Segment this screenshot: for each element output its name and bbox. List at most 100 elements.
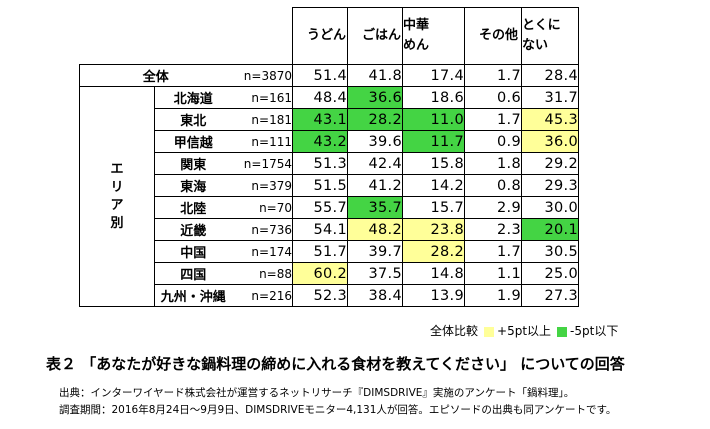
cell-nothing: 30.0 xyxy=(521,196,579,219)
cell-udon: 51.5 xyxy=(292,174,348,197)
cell-other: 2.3 xyxy=(464,218,522,241)
legend-high-label: +5pt以上 xyxy=(497,324,552,338)
cell-nothing: 29.3 xyxy=(521,174,579,197)
cell-udon: 60.2 xyxy=(292,262,348,285)
legend-high-item: +5pt以上 xyxy=(484,322,551,339)
region-rows: エリア別北海道 n=161 48.4 36.6 18.6 0.6 31.7 東北 n=181 43… xyxy=(79,86,579,307)
cell-nothing: 36.0 xyxy=(521,130,579,153)
cell-other: 1.7 xyxy=(464,108,522,131)
cell-chuka-men: 18.6 xyxy=(402,86,465,109)
total-row: 全体 n=3870 51.4 41.8 17.4 1.7 28.4 xyxy=(79,64,579,87)
cell-gohan: 28.2 xyxy=(347,108,403,131)
cell-udon: 48.4 xyxy=(292,86,348,109)
row-sample-size: n=161 xyxy=(231,86,293,109)
legend: 全体比較 +5pt以上 -5pt以下 xyxy=(430,322,618,339)
table-row: 九州・沖縄 n=216 52.3 38.4 13.9 1.9 27.3 xyxy=(80,284,579,307)
cell-udon: 43.1 xyxy=(292,108,348,131)
cell-nothing: 27.3 xyxy=(521,284,579,307)
cell-nothing: 20.1 xyxy=(521,218,579,241)
row-region-name: 四国 xyxy=(154,262,232,285)
survey-period-note: 調査期間：2016年8月24日～9月9日、DIMSDRIVEモニター4,131人… xyxy=(59,404,617,416)
total-value-gohan: 41.8 xyxy=(347,64,403,87)
column-header-chuka-men-line1: 中華 xyxy=(403,18,430,33)
table-row: 近畿 n=736 54.1 48.2 23.8 2.3 20.1 xyxy=(80,218,579,241)
column-header-gohan: ごはん xyxy=(347,7,403,65)
cell-other: 0.6 xyxy=(464,86,522,109)
cell-other: 1.7 xyxy=(464,240,522,263)
cell-udon: 52.3 xyxy=(292,284,348,307)
row-sample-size: n=1754 xyxy=(231,152,293,175)
cell-chuka-men: 28.2 xyxy=(402,240,465,263)
table-row: 東海 n=379 51.5 41.2 14.2 0.8 29.3 xyxy=(80,174,579,197)
row-sample-size: n=181 xyxy=(231,108,293,131)
total-value-nothing: 28.4 xyxy=(521,64,579,87)
header-row: うどん ごはん 中華 めん その他 とくに ない xyxy=(80,7,579,65)
row-sample-size: n=111 xyxy=(231,130,293,153)
cell-gohan: 39.7 xyxy=(347,240,403,263)
row-region-name: 北陸 xyxy=(154,196,232,219)
row-sample-size: n=174 xyxy=(231,240,293,263)
row-region-name: 東海 xyxy=(154,174,232,197)
source-note: 出典：インターワイヤード株式会社が運営するネットリサーチ『DIMSDRIVE』実… xyxy=(59,387,575,399)
cell-nothing: 25.0 xyxy=(521,262,579,285)
cell-chuka-men: 11.7 xyxy=(402,130,465,153)
row-region-name: 中国 xyxy=(154,240,232,263)
region-group-char: エ xyxy=(110,161,124,177)
table-row: 甲信越 n=111 43.2 39.6 11.7 0.9 36.0 xyxy=(80,130,579,153)
cell-chuka-men: 14.8 xyxy=(402,262,465,285)
cell-nothing: 30.5 xyxy=(521,240,579,263)
column-header-udon: うどん xyxy=(292,7,348,65)
cell-gohan: 37.5 xyxy=(347,262,403,285)
cell-chuka-men: 11.0 xyxy=(402,108,465,131)
cell-chuka-men: 23.8 xyxy=(402,218,465,241)
total-value-chuka-men: 17.4 xyxy=(402,64,465,87)
table-caption: 表２ 「あなたが好きな鍋料理の締めに入れる食材を教えてください」 についての回答 xyxy=(46,355,625,373)
legend-low-label: -5pt以下 xyxy=(570,324,619,338)
row-region-name: 関東 xyxy=(154,152,232,175)
table-row: エリア別北海道 n=161 48.4 36.6 18.6 0.6 31.7 xyxy=(79,86,579,307)
cell-nothing: 31.7 xyxy=(521,86,579,109)
row-region-name: 北海道 xyxy=(154,86,232,109)
cell-chuka-men: 13.9 xyxy=(402,284,465,307)
table-row: 東北 n=181 43.1 28.2 11.0 1.7 45.3 xyxy=(80,108,579,131)
column-header-chuka-men: 中華 めん xyxy=(402,7,465,65)
cell-udon: 51.7 xyxy=(292,240,348,263)
row-region-name: 九州・沖縄 xyxy=(154,284,232,307)
legend-low-item: -5pt以下 xyxy=(557,322,618,339)
cell-other: 1.1 xyxy=(464,262,522,285)
cell-udon: 54.1 xyxy=(292,218,348,241)
legend-base-label: 全体比較 xyxy=(430,324,479,338)
total-value-other: 1.7 xyxy=(464,64,522,87)
region-group-char: 別 xyxy=(110,215,124,231)
table-row: 中国 n=174 51.7 39.7 28.2 1.7 30.5 xyxy=(80,240,579,263)
total-row-n: n=3870 xyxy=(231,64,293,87)
cell-chuka-men: 14.2 xyxy=(402,174,465,197)
cell-gohan: 36.6 xyxy=(347,86,403,109)
row-sample-size: n=736 xyxy=(231,218,293,241)
cell-chuka-men: 15.7 xyxy=(402,196,465,219)
row-sample-size: n=70 xyxy=(231,196,293,219)
total-row-name: 全体 xyxy=(79,64,232,87)
cell-gohan: 35.7 xyxy=(347,196,403,219)
header-blank xyxy=(80,8,293,65)
cell-nothing: 29.2 xyxy=(521,152,579,175)
column-header-nothing-line2: ない xyxy=(522,38,549,53)
cell-chuka-men: 15.8 xyxy=(402,152,465,175)
row-sample-size: n=216 xyxy=(231,284,293,307)
table-row: 北陸 n=70 55.7 35.7 15.7 2.9 30.0 xyxy=(80,196,579,219)
row-sample-size: n=379 xyxy=(231,174,293,197)
region-group-char: リ xyxy=(110,179,124,195)
table-row: 四国 n=88 60.2 37.5 14.8 1.1 25.0 xyxy=(80,262,579,285)
results-table: うどん ごはん 中華 めん その他 とくに ない 全体 n=3870 51.4 41… xyxy=(79,7,579,307)
cell-other: 2.9 xyxy=(464,196,522,219)
column-header-other: その他 xyxy=(464,7,522,65)
cell-other: 0.8 xyxy=(464,174,522,197)
cell-gohan: 41.2 xyxy=(347,174,403,197)
cell-nothing: 45.3 xyxy=(521,108,579,131)
cell-udon: 55.7 xyxy=(292,196,348,219)
cell-other: 0.9 xyxy=(464,130,522,153)
row-region-name: 東北 xyxy=(154,108,232,131)
row-region-name: 甲信越 xyxy=(154,130,232,153)
total-value-udon: 51.4 xyxy=(292,64,348,87)
cell-other: 1.8 xyxy=(464,152,522,175)
